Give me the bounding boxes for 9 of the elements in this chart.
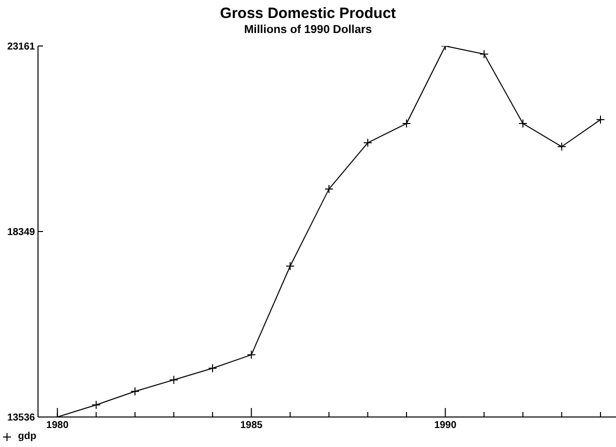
x-tick-label: 1990 — [434, 420, 457, 431]
x-tick-label: 1985 — [240, 420, 263, 431]
chart-subtitle: Millions of 1990 Dollars — [243, 24, 373, 37]
y-tick-label: 23161 — [7, 42, 36, 52]
legend-label: gdp — [18, 431, 36, 443]
chart-title: Gross Domestic Product — [219, 5, 397, 22]
x-tick-label: 1980 — [46, 420, 69, 431]
y-tick-label: 13536 — [7, 412, 36, 424]
y-tick-label: 18349 — [7, 226, 36, 238]
